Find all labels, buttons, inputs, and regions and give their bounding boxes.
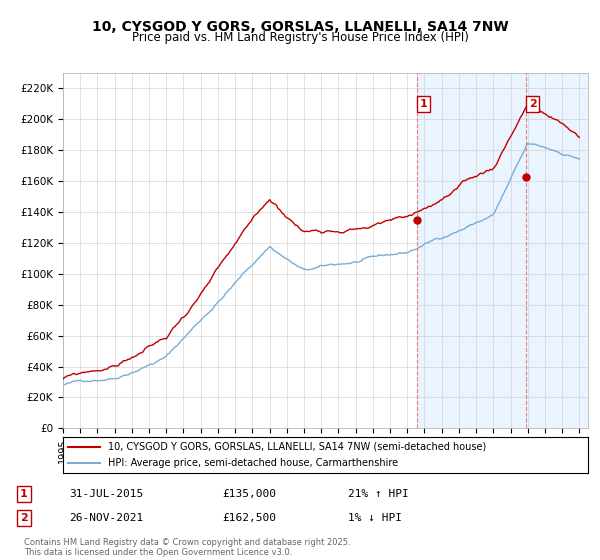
Text: £162,500: £162,500 <box>222 513 276 523</box>
Text: HPI: Average price, semi-detached house, Carmarthenshire: HPI: Average price, semi-detached house,… <box>107 459 398 468</box>
Text: 10, CYSGOD Y GORS, GORSLAS, LLANELLI, SA14 7NW: 10, CYSGOD Y GORS, GORSLAS, LLANELLI, SA… <box>92 20 508 34</box>
Text: 26-NOV-2021: 26-NOV-2021 <box>69 513 143 523</box>
Text: 10, CYSGOD Y GORS, GORSLAS, LLANELLI, SA14 7NW (semi-detached house): 10, CYSGOD Y GORS, GORSLAS, LLANELLI, SA… <box>107 442 486 451</box>
Text: Price paid vs. HM Land Registry's House Price Index (HPI): Price paid vs. HM Land Registry's House … <box>131 31 469 44</box>
Text: £135,000: £135,000 <box>222 489 276 499</box>
Bar <box>417 73 588 428</box>
Text: 1: 1 <box>20 489 28 499</box>
Text: 1: 1 <box>420 99 428 109</box>
Text: 2: 2 <box>20 513 28 523</box>
Text: 1% ↓ HPI: 1% ↓ HPI <box>348 513 402 523</box>
Text: 2: 2 <box>529 99 537 109</box>
Text: Contains HM Land Registry data © Crown copyright and database right 2025.
This d: Contains HM Land Registry data © Crown c… <box>24 538 350 557</box>
Text: 31-JUL-2015: 31-JUL-2015 <box>69 489 143 499</box>
Text: 21% ↑ HPI: 21% ↑ HPI <box>348 489 409 499</box>
